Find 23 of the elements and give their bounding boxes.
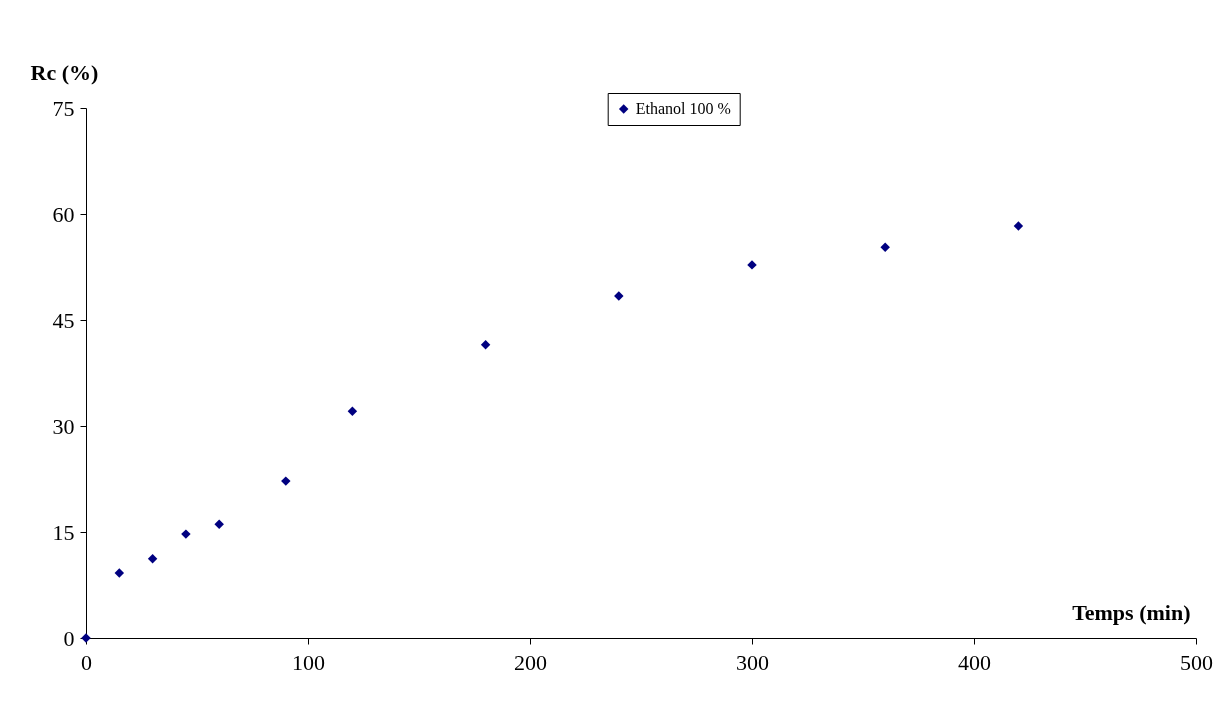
legend-label: Ethanol 100 % (635, 100, 731, 117)
y-tick-label: 0 (63, 625, 75, 651)
x-tick-label: 200 (514, 649, 547, 675)
point (281, 476, 291, 486)
y-tick-label: 75 (52, 95, 75, 121)
x-tick-label: 400 (958, 649, 991, 675)
y-tick-label: 45 (52, 307, 75, 333)
point (480, 339, 491, 350)
point (880, 242, 890, 252)
x-tick-label: 300 (736, 649, 769, 675)
point (1013, 221, 1024, 231)
y-tick-label: 60 (52, 201, 75, 227)
y-tick-label: 15 (52, 519, 75, 545)
point (147, 554, 158, 564)
x-tick-label: 500 (1180, 649, 1213, 675)
point (214, 519, 224, 529)
point (347, 406, 358, 416)
x-tick-label: 100 (292, 649, 325, 675)
x-tick-label: 0 (81, 649, 92, 675)
point (114, 568, 125, 578)
x-axis-title: Temps (min) (1072, 599, 1191, 625)
y-tick-label: 30 (52, 413, 75, 439)
y-axis-title: Rc (%) (30, 59, 99, 85)
